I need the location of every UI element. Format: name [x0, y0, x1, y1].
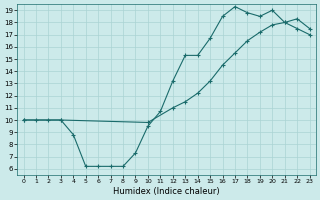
X-axis label: Humidex (Indice chaleur): Humidex (Indice chaleur): [113, 187, 220, 196]
